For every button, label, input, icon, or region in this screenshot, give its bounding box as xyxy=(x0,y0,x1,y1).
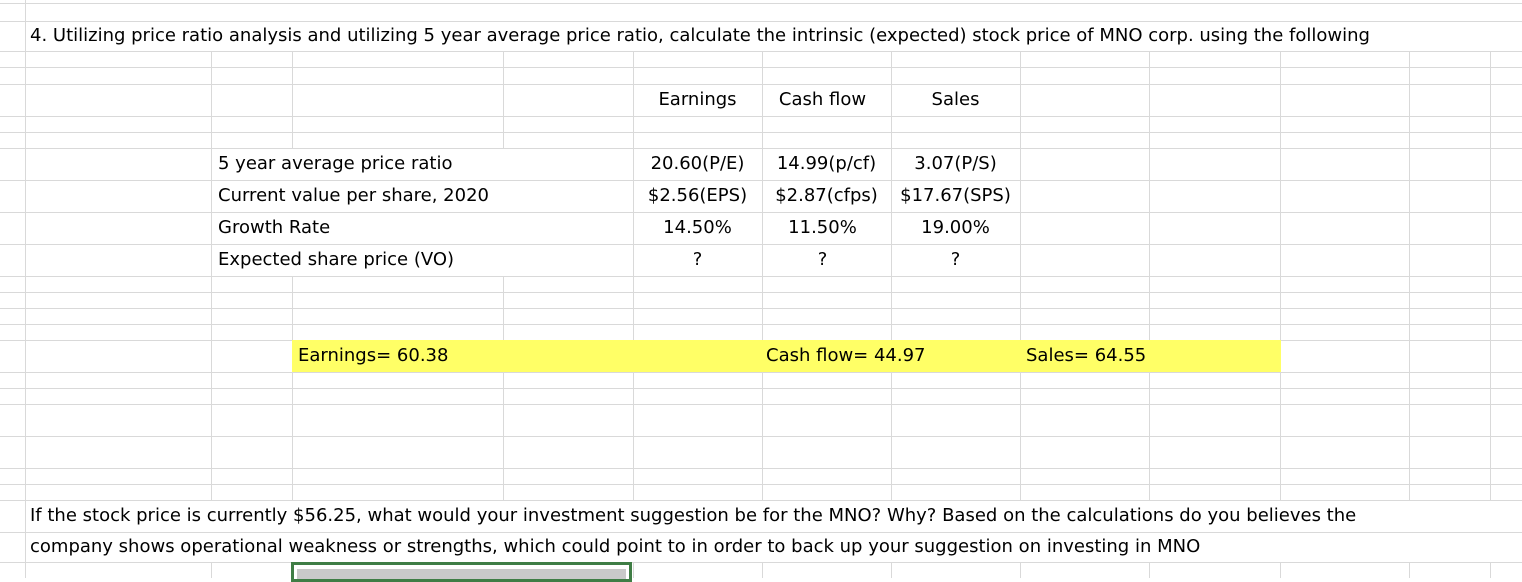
question-text[interactable]: 4. Utilizing price ratio analysis and ut… xyxy=(30,25,1370,46)
row-label[interactable]: Current value per share, 2020 xyxy=(218,185,489,206)
cell-cash-flow[interactable]: ? xyxy=(817,249,828,270)
cell-cash-flow[interactable]: 14.99(p/cf) xyxy=(776,153,877,174)
cell-earnings[interactable]: 20.60(P/E) xyxy=(650,153,745,174)
answer-sales[interactable]: Sales= 64.55 xyxy=(1026,345,1147,366)
cell-earnings[interactable]: ? xyxy=(692,249,703,270)
row-label[interactable]: Growth Rate xyxy=(218,217,331,238)
answers-highlight-row: Earnings= 60.38 Cash flow= 44.97 Sales= … xyxy=(292,340,1281,372)
selected-cell[interactable] xyxy=(291,562,632,582)
cell-sales[interactable]: 3.07(P/S) xyxy=(914,153,997,174)
header-sales[interactable]: Sales xyxy=(931,89,980,110)
cell-cash-flow[interactable]: 11.50% xyxy=(788,217,857,238)
cell-sales[interactable]: $17.67(SPS) xyxy=(900,185,1011,206)
row-label[interactable]: 5 year average price ratio xyxy=(218,153,453,174)
cell-earnings[interactable]: 14.50% xyxy=(663,217,732,238)
header-cash-flow[interactable]: Cash flow xyxy=(778,89,867,110)
cell-earnings[interactable]: $2.56(EPS) xyxy=(647,185,748,206)
row-label[interactable]: Expected share price (VO) xyxy=(218,249,455,270)
cell-cash-flow[interactable]: $2.87(cfps) xyxy=(775,185,878,206)
cell-sales[interactable]: ? xyxy=(950,249,961,270)
answer-earnings[interactable]: Earnings= 60.38 xyxy=(298,345,449,366)
selected-cell-fill xyxy=(297,569,626,579)
answer-cash-flow[interactable]: Cash flow= 44.97 xyxy=(766,345,926,366)
followup-question-line2[interactable]: company shows operational weakness or st… xyxy=(30,536,1201,557)
followup-question-line1[interactable]: If the stock price is currently $56.25, … xyxy=(30,505,1357,526)
cell-sales[interactable]: 19.00% xyxy=(921,217,990,238)
header-earnings[interactable]: Earnings xyxy=(658,89,737,110)
